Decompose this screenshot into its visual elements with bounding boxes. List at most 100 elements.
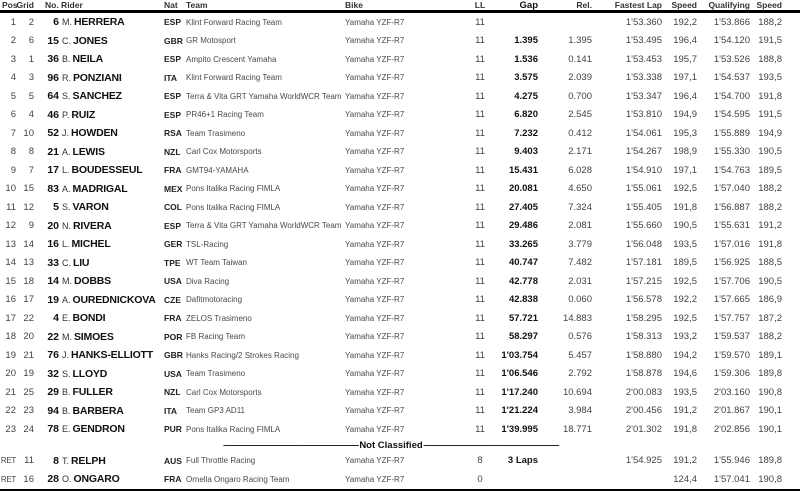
bike-number-cell: 16 [47,238,59,251]
qualifying-speed-cell: 194,9 [758,127,782,139]
nationality-cell: ITA [164,405,178,416]
qualifying-speed-cell: 187,2 [758,312,782,324]
fastest-lap-speed-cell: 192,5 [673,312,697,324]
gap-cell: 40.747 [508,257,538,269]
rider-cell: A. MADRIGAL [59,183,162,195]
qualifying-speed-cell: 193,5 [758,72,782,84]
qualifying-speed-cell: 189,8 [758,455,782,467]
laps-cell: 11 [475,331,485,343]
grid-cell: 24 [23,423,34,435]
qualifying-speed-cell: 188,2 [758,201,782,213]
grid-cell: 11 [24,455,34,467]
qualifying-time-cell: 1'57.665 [713,294,750,306]
fastest-lap-cell: 1'55.405 [625,201,662,213]
grid-cell: 4 [28,109,34,121]
bike-cell: Yamaha YZF-R7 [345,54,405,64]
gap-cell: 9.403 [514,146,538,158]
gap-cell: 1'39.995 [501,423,538,435]
qualifying-time-cell: 1'54.700 [713,90,750,102]
fastest-lap-cell: 1'53.810 [625,109,662,121]
laps-cell: 11 [475,368,485,380]
qualifying-speed-cell: 191,8 [758,90,782,102]
fastest-lap-cell: 1'56.578 [625,294,662,306]
result-row: 16 17 19 A. OUREDNICKOVA CZE Dafitmotoracing Ya… [0,291,800,310]
rider-initial: L. [62,239,70,250]
rider-initial: L. [62,165,70,176]
qualifying-speed-cell: 188,2 [758,183,782,195]
rider-surname: MADRIGAL [72,182,128,195]
team-cell: FB Racing Team [186,332,245,342]
grid-cell: 6 [28,35,34,47]
fastest-lap-cell: 1'54.267 [625,146,662,158]
gap-cell: 3 Laps [507,455,538,467]
bike-number-cell: 5 [53,201,59,214]
bike-number-cell: 4 [53,312,59,325]
grid-cell: 9 [28,220,34,232]
col-header-fastest-lap: Fastest Lap [614,0,662,10]
nationality-cell: ESP [164,109,182,120]
bike-number-cell: 28 [47,473,59,486]
pos-cell: 8 [10,146,16,158]
fastest-lap-cell: 1'54.910 [625,164,662,176]
grid-cell: 18 [23,275,34,287]
bike-number-cell: 76 [47,349,59,362]
bike-cell: Yamaha YZF-R7 [345,165,405,175]
fastest-lap-cell: 2'00.456 [625,405,662,417]
rider-surname: RIVERA [73,219,112,232]
fastest-lap-speed-cell: 193,5 [673,386,697,398]
fastest-lap-cell: 2'01.302 [625,423,662,435]
rider-initial: B. [62,405,71,416]
laps-cell: 11 [475,220,485,232]
gap-cell: 4.275 [514,90,538,102]
nationality-cell: RSA [164,128,182,139]
pos-cell: 21 [5,386,16,398]
laps-cell: 11 [475,349,485,361]
team-cell: PR46+1 Racing Team [186,110,264,120]
team-cell: GR Motosport [186,36,236,46]
rider-initial: M. [62,17,72,28]
bike-cell: Yamaha YZF-R7 [345,456,405,466]
rider-cell: A. OUREDNICKOVA [59,294,162,306]
grid-cell: 25 [23,386,34,398]
fastest-lap-speed-cell: 124,4 [673,473,697,485]
fastest-lap-speed-cell: 189,5 [673,257,697,269]
bike-number-cell: 14 [47,275,59,288]
qualifying-speed-cell: 188,8 [758,53,782,65]
rider-cell: L. MICHEL [59,238,162,250]
rider-cell: C. JONES [59,35,162,47]
col-header-pos: Pos [2,0,18,10]
fastest-lap-speed-cell: 192,5 [673,275,697,287]
rider-initial: E. [62,424,71,435]
nationality-cell: USA [164,368,182,379]
fastest-lap-cell: 1'53.338 [625,72,662,84]
pos-cell: RET [0,474,16,484]
grid-cell: 8 [28,146,34,158]
laps-cell: 11 [475,257,485,269]
rider-cell: J. HOWDEN [59,127,162,139]
team-cell: Pons Italika Racing FIMLA [186,424,281,434]
bike-number-cell: 52 [47,127,59,140]
grid-cell: 19 [23,368,34,380]
rider-cell: C. LIU [59,257,162,269]
qualifying-time-cell: 1'54.595 [713,109,750,121]
gap-cell: 27.405 [508,201,538,213]
rider-initial: T. [62,455,70,466]
bike-number-cell: 8 [53,454,59,467]
laps-cell: 11 [475,386,485,398]
col-header-speed-2: Speed [756,0,782,10]
rider-initial: O. [62,474,72,485]
nationality-cell: CZE [164,294,181,305]
result-row: 4 3 96 R. PONZIANI ITA Klint Forward Racing Te… [0,69,800,88]
qualifying-speed-cell: 190,8 [758,386,782,398]
team-cell: ZELOS Trasimeno [186,313,252,323]
rider-initial: C. [62,35,71,46]
nationality-cell: ESP [164,220,182,231]
bike-number-cell: 78 [47,423,59,436]
gap-cell: 1'03.754 [501,349,538,361]
rel-gap-cell: 4.650 [568,183,592,195]
rider-initial: S. [62,91,71,102]
result-row: 7 10 52 J. HOWDEN RSA Team Trasimeno Yamaha YZF… [0,124,800,143]
result-row: 13 14 16 L. MICHEL GER TSL-Racing Yamaha YZF-R7… [0,235,800,254]
rider-initial: B. [62,387,71,398]
grid-cell: 17 [23,294,34,306]
